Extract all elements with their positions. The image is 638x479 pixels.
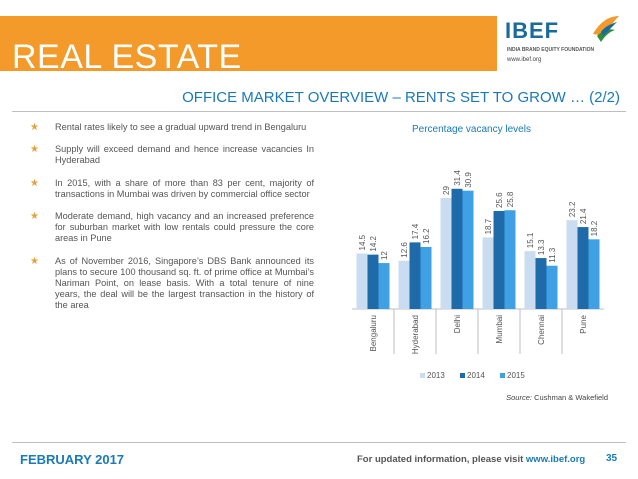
star-bullet-icon: ★ [30, 122, 39, 133]
data-label: 12 [380, 251, 389, 260]
bar-delhi-2015 [462, 190, 474, 309]
bar-bengaluru-2014 [367, 254, 379, 309]
chart-title: Percentage vacancy levels [412, 124, 531, 135]
ibef-logo[interactable]: IBEF INDIA BRAND EQUITY FOUNDATION www.i… [505, 14, 630, 74]
bullet-text: As of November 2016, Singapore’s DBS Ban… [55, 255, 314, 311]
bar-pune-2013 [566, 220, 578, 309]
footer-info: For updated information, please visit ww… [357, 454, 585, 465]
bullet-text: Supply will exceed demand and hence incr… [55, 144, 314, 166]
footer-info-text: For updated information, please visit [357, 454, 524, 465]
data-label: 14.2 [369, 236, 378, 252]
data-label: 13.3 [537, 239, 546, 255]
header-divider [12, 111, 626, 112]
data-label: 25.8 [506, 191, 515, 207]
bar-chennai-2015 [546, 265, 558, 309]
bullet-text: In 2015, with a share of more than 83 pe… [55, 177, 314, 199]
bullet-item: ★ Moderate demand, high vacancy and an in… [30, 211, 314, 245]
bar-hyderabad-2014 [409, 242, 421, 309]
category-label: Bengaluru [369, 315, 378, 351]
bullet-item: ★ Rental rates likely to see a gradual up… [30, 122, 314, 133]
category-label: Delhi [453, 315, 462, 333]
page-number: 35 [606, 453, 618, 464]
slide-subtitle: OFFICE MARKET OVERVIEW – RENTS SET TO GR… [182, 89, 620, 106]
source-text: Cushman & Wakefield [534, 393, 608, 402]
bar-pune-2015 [588, 239, 600, 309]
legend-label: 2014 [467, 371, 485, 380]
footer-divider [12, 442, 626, 443]
bullet-text: Rental rates likely to see a gradual upw… [55, 122, 307, 132]
logo-subtitle: INDIA BRAND EQUITY FOUNDATION [507, 47, 595, 53]
bullet-item: ★ In 2015, with a share of more than 83 p… [30, 178, 314, 200]
bullet-text: Moderate demand, high vacancy and an inc… [55, 211, 314, 244]
data-label: 30.9 [464, 172, 473, 188]
bird-icon [593, 16, 619, 42]
bar-delhi-2014 [451, 188, 463, 309]
data-label: 18.2 [590, 220, 599, 236]
bar-chennai-2013 [524, 251, 536, 309]
bullet-item: ★ As of November 2016, Singapore’s DBS Ba… [30, 256, 314, 312]
bar-mumbai-2015 [504, 210, 516, 309]
source-label: Source: [506, 393, 532, 402]
data-label: 31.4 [453, 170, 462, 186]
title-banner: REAL ESTATE [0, 16, 497, 76]
star-bullet-icon: ★ [30, 177, 39, 189]
bar-pune-2014 [577, 227, 589, 309]
category-label: Hyderabad [411, 315, 420, 354]
footer-date: FEBRUARY 2017 [20, 452, 125, 467]
category-label: Mumbai [495, 315, 504, 344]
data-label: 29 [442, 186, 451, 195]
data-label: 25.6 [495, 192, 504, 208]
logo-url: www.ibef.org [507, 57, 542, 63]
data-label: 14.5 [358, 234, 367, 250]
legend-label: 2013 [427, 371, 445, 380]
page-title: REAL ESTATE [12, 38, 242, 76]
data-label: 12.6 [400, 242, 409, 258]
bar-bengaluru-2013 [356, 253, 368, 309]
category-label: Chennai [537, 315, 546, 345]
header: REAL ESTATE IBEF INDIA BRAND EQUITY FOUN… [0, 0, 638, 80]
data-label: 18.7 [484, 218, 493, 234]
footer-link[interactable]: www.ibef.org [525, 454, 586, 465]
bar-hyderabad-2013 [398, 260, 410, 309]
bar-mumbai-2013 [482, 237, 494, 309]
legend-label: 2015 [507, 371, 525, 380]
star-bullet-icon: ★ [30, 211, 39, 223]
bar-chennai-2014 [535, 258, 547, 309]
bar-delhi-2013 [440, 197, 452, 309]
data-label: 15.1 [526, 232, 535, 248]
legend-swatch-2013 [420, 373, 425, 378]
legend-swatch-2015 [500, 373, 505, 378]
bullet-list: ★ Rental rates likely to see a gradual up… [30, 122, 314, 323]
data-label: 11.3 [548, 247, 557, 263]
star-bullet-icon: ★ [30, 255, 39, 267]
data-label: 23.2 [568, 201, 577, 217]
data-label: 21.4 [579, 208, 588, 224]
bullet-item: ★ Supply will exceed demand and hence inc… [30, 144, 314, 166]
data-label: 16.2 [422, 228, 431, 244]
legend-swatch-2014 [460, 373, 465, 378]
category-label: Pune [579, 314, 588, 333]
bar-bengaluru-2015 [378, 263, 390, 309]
star-bullet-icon: ★ [30, 144, 39, 156]
bar-mumbai-2014 [493, 210, 505, 309]
source-note: Source: Cushman & Wakefield [506, 393, 608, 402]
data-label: 17.4 [411, 223, 420, 239]
logo-wordmark: IBEF [505, 18, 560, 43]
bar-hyderabad-2015 [420, 246, 432, 309]
